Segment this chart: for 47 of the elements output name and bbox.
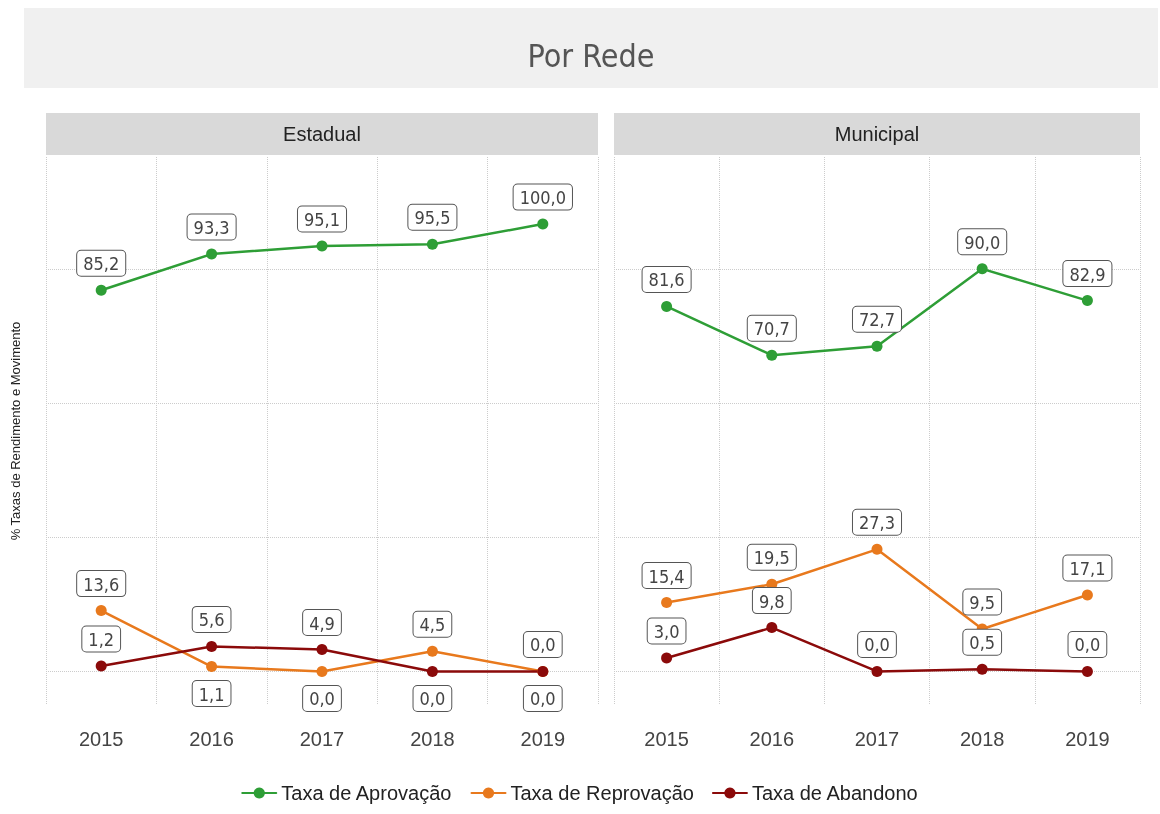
- data-label: 72,7: [858, 309, 896, 331]
- x-tick-label: 2017: [299, 728, 345, 750]
- data-label: 0,5: [969, 632, 996, 654]
- data-label: 3,0: [653, 621, 680, 643]
- data-label: 0,0: [529, 634, 556, 656]
- data-label: 95,1: [303, 209, 341, 231]
- data-label: 9,8: [758, 590, 785, 612]
- data-label: 1,2: [88, 629, 115, 651]
- x-tick-label: 2018: [410, 728, 455, 750]
- data-label: 19,5: [753, 547, 790, 569]
- chart-subtitle: Estadual: [46, 113, 598, 155]
- y-axis-title: % Taxas de Rendimento e Movimento: [8, 321, 23, 541]
- x-tick-label: 2016: [749, 728, 795, 750]
- data-label: 93,3: [193, 217, 230, 239]
- x-tick-label: 2016: [189, 728, 234, 750]
- data-label: 100,0: [519, 187, 566, 209]
- data-label: 0,0: [529, 688, 556, 710]
- x-tick-label: 2015: [644, 728, 689, 750]
- data-label: 4,9: [309, 612, 335, 634]
- data-label: 95,5: [414, 207, 451, 229]
- x-tick-label: 2018: [959, 728, 1005, 750]
- data-label: 9,5: [969, 591, 996, 613]
- data-label: 0,0: [419, 688, 446, 710]
- legend-label: Taxa de Reprovação: [510, 782, 694, 804]
- data-label: 15,4: [648, 565, 685, 587]
- data-label: 82,9: [1069, 263, 1106, 285]
- data-label: 85,2: [83, 253, 120, 275]
- data-label: 70,7: [753, 318, 790, 340]
- x-tick-label: 2015: [78, 728, 124, 750]
- x-tick-label: 2017: [854, 728, 900, 750]
- chart-subtitle: Municipal: [614, 113, 1140, 155]
- data-label: 4,5: [419, 614, 446, 636]
- data-label: 90,0: [964, 231, 1001, 253]
- data-label: 0,0: [309, 688, 335, 710]
- legend-label: Taxa de Aprovação: [281, 782, 452, 804]
- data-label: 1,1: [198, 683, 225, 705]
- data-label: 0,0: [1074, 634, 1101, 656]
- data-label: 0,0: [864, 634, 890, 656]
- data-label: 13,6: [83, 573, 120, 595]
- x-tick-label: 2019: [1065, 728, 1110, 750]
- x-tick-label: 2019: [520, 728, 566, 750]
- data-label: 81,6: [648, 269, 685, 291]
- data-label: 17,1: [1069, 557, 1106, 579]
- data-label: 27,3: [858, 512, 896, 534]
- legend-label: Taxa de Abandono: [751, 782, 918, 804]
- data-label: 5,6: [198, 609, 225, 631]
- chart-title: Por Rede: [24, 8, 1158, 88]
